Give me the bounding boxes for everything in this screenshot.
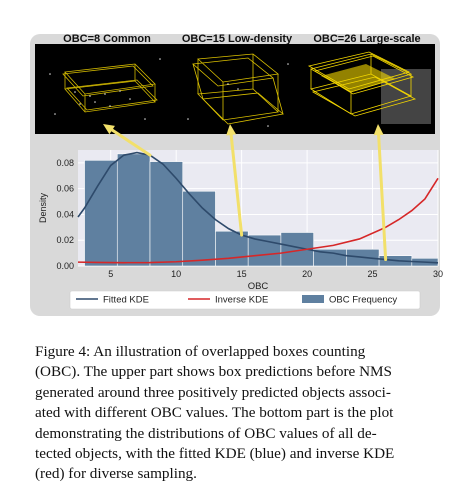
- legend-box: [69, 290, 421, 310]
- y-tick-label: 0.04: [56, 209, 74, 219]
- legend-label: Inverse KDE: [215, 295, 268, 306]
- caption-line: ated with different OBC values. The bott…: [35, 404, 394, 422]
- x-tick-label: 30: [433, 269, 443, 279]
- thumbnail-label-obc15: OBC=15 Low-density: [181, 33, 293, 45]
- histogram-bar: [182, 190, 216, 267]
- obc-distribution-chart: 5 10 15 20 25 30 0.00 0.02 0.04 0.06 0.08 OBC Densit…: [38, 124, 443, 310]
- x-axis-label: OBC: [248, 281, 269, 292]
- x-tick-label: 25: [368, 269, 378, 279]
- caption-line: Figure 4: An illustration of overlapped …: [35, 343, 366, 360]
- caption-line: generated around three positively predic…: [35, 383, 391, 401]
- annotation-arrow: [376, 130, 388, 262]
- pointcloud-thumbnail-obc8: [35, 44, 169, 134]
- histogram-bar: [215, 230, 249, 267]
- figure-caption: Figure 4: An illustration of overlapped …: [35, 342, 435, 485]
- annotation-arrow: [108, 126, 152, 157]
- caption-line: tected objects, with the fitted KDE (blu…: [35, 445, 395, 463]
- caption-line: demonstrating the distributions of OBC v…: [35, 424, 377, 442]
- x-tick-label: 10: [171, 269, 181, 279]
- x-tick-label: 5: [108, 269, 113, 279]
- y-tick-label: 0.02: [56, 235, 74, 245]
- thumbnail-label-obc26: OBC=26 Large-scale: [313, 33, 421, 45]
- annotation-arrowhead: [103, 124, 115, 135]
- legend-swatch-obc-frequency: [302, 295, 324, 303]
- histogram-bar: [149, 161, 184, 267]
- legend-label: OBC Frequency: [329, 295, 397, 306]
- pointcloud-thumbnail-obc15: [168, 44, 302, 134]
- y-axis-label: Density: [38, 192, 48, 223]
- annotation-arrow: [229, 130, 244, 237]
- fitted-kde-line: [77, 151, 439, 264]
- caption-line: (red) for diverse sampling.: [35, 465, 197, 483]
- y-tick-label: 0.08: [56, 158, 74, 168]
- annotation-arrowhead: [226, 124, 237, 136]
- caption-line: (OBC). The upper part shows box predicti…: [35, 363, 392, 381]
- y-tick-label: 0.06: [56, 184, 74, 194]
- x-tick-label: 20: [302, 269, 312, 279]
- thumbnail-label-obc8: OBC=8 Common: [63, 33, 151, 45]
- x-tick-label: 15: [237, 269, 247, 279]
- legend-label: Fitted KDE: [103, 295, 149, 306]
- histogram-bar: [116, 153, 151, 267]
- y-tick-label: 0.00: [56, 261, 74, 271]
- annotation-arrowhead: [373, 124, 384, 136]
- histogram-bar: [84, 160, 118, 267]
- inverse-kde-line: [77, 177, 439, 264]
- pointcloud-thumbnail-obc26: [301, 44, 435, 134]
- histogram-bar: [247, 234, 282, 267]
